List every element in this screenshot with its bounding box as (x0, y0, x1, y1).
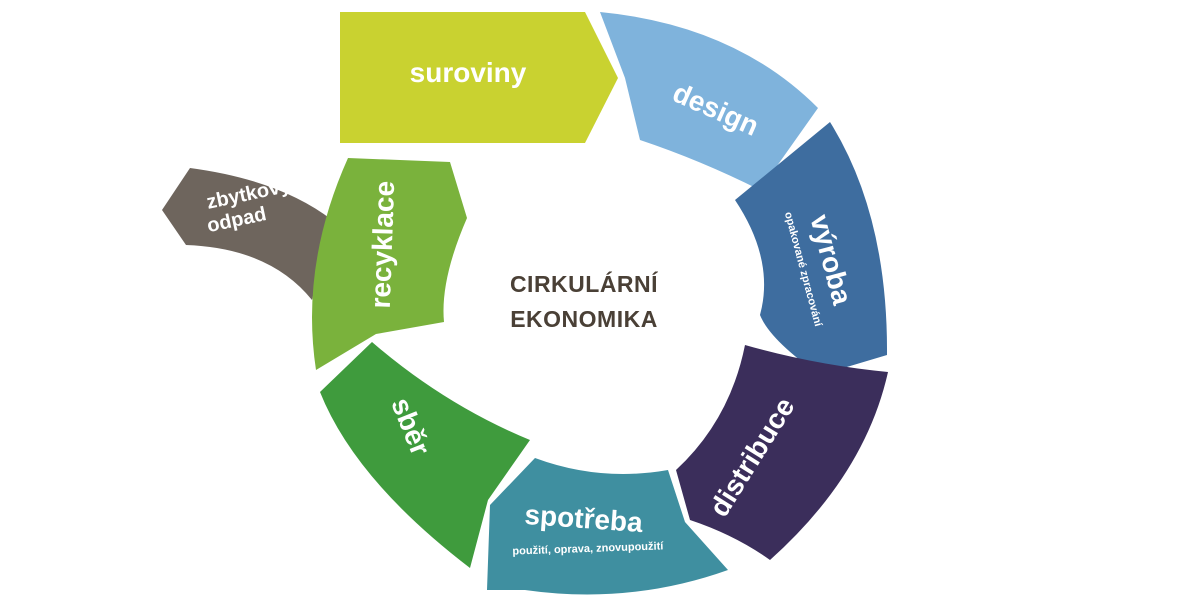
production-segment (735, 122, 888, 375)
distribution-segment (676, 345, 888, 560)
raw-materials-label: suroviny (410, 57, 527, 88)
design-segment (600, 12, 818, 190)
consumption-segment (487, 458, 728, 595)
raw-materials-arrow (340, 12, 618, 143)
consumption-sublabel: použití, oprava, znovupoužití (512, 540, 664, 557)
center-title-line2: EKONOMIKA (510, 306, 658, 332)
recycling-segment (312, 158, 467, 370)
recycling-label: recyklace (365, 180, 400, 309)
center-title-line1: CIRKULÁRNÍ (510, 270, 658, 297)
collection-segment (320, 342, 530, 568)
residual-waste-arrow (162, 168, 332, 300)
